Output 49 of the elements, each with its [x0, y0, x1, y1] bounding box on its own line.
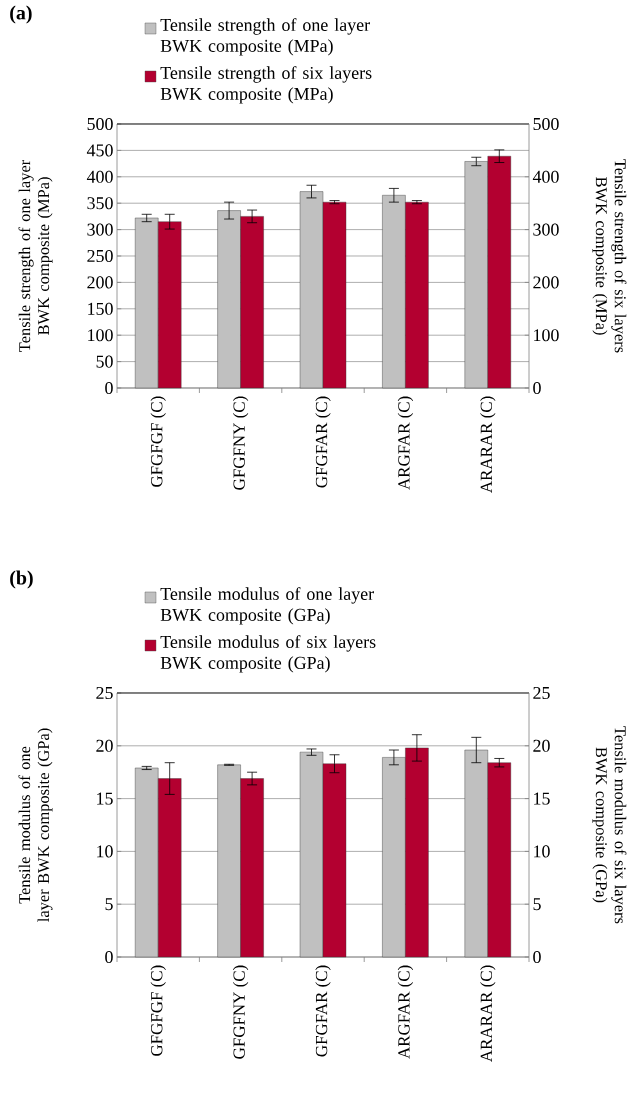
y-tick-label: 5 [105, 898, 113, 911]
y2-tick-label: 5 [533, 898, 541, 911]
y-tick-label: 0 [105, 381, 113, 395]
y2-tick-label: 100 [534, 329, 559, 342]
x-tick-label: ARARAR (C) [480, 396, 496, 493]
y-tick-label: 50 [96, 355, 113, 368]
y-tick-label: 300 [87, 223, 113, 236]
y-tick-label: 10 [97, 845, 113, 858]
y2-tick-label: 15 [534, 792, 550, 805]
chart-title: (b) [10, 570, 33, 589]
y2-tick-label: 300 [533, 223, 559, 236]
y-tick-label: 20 [96, 739, 113, 752]
x-tick-label: ARGFAR (C) [397, 965, 414, 1059]
y-axis-title: Tensile modulus of one layer BWK composite (GPa) [18, 728, 53, 922]
y2-tick-label: 25 [533, 686, 550, 700]
y2-tick-label: 0 [533, 950, 541, 964]
legend-label: Tensile strength of one layer BWK composite (MPa) [160, 18, 370, 56]
y-tick-label: 15 [97, 792, 113, 805]
y2-axis-title: Tensile modulus of six layers BWK composite (GPa) [592, 726, 627, 924]
x-tick-label: GFGFAR (C) [315, 396, 331, 488]
y2-tick-label: 20 [533, 739, 550, 752]
legend-label: Tensile strength of six layers BWK composite (MPa) [160, 66, 372, 104]
y-tick-label: 400 [86, 170, 113, 183]
y2-tick-label: 0 [533, 381, 541, 395]
legend-label: Tensile modulus of one layer BWK composite (GPa) [160, 587, 374, 625]
y2-tick-label: 400 [532, 170, 559, 183]
y-axis-title: Tensile strength of one layer BWK composite (MPa) [18, 159, 53, 352]
x-tick-label: GFGFGF (C) [150, 965, 166, 1056]
y-tick-label: 250 [87, 249, 113, 263]
x-tick-label: ARARAR (C) [480, 965, 496, 1062]
y-tick-label: 25 [96, 686, 113, 700]
y-tick-label: 350 [87, 197, 113, 210]
y2-tick-label: 200 [533, 276, 559, 289]
y-tick-label: 100 [88, 329, 113, 342]
y-tick-label: 500 [87, 117, 113, 131]
y2-axis-title: Tensile strength of six layers BWK composite (MPa) [592, 159, 627, 353]
x-tick-label: GFGFAR (C) [315, 965, 331, 1057]
x-tick-label: GFGFNY (C) [232, 396, 249, 490]
chart-title: (a) [10, 5, 32, 24]
x-tick-label: ARGFAR (C) [397, 396, 414, 490]
y2-tick-label: 10 [534, 845, 550, 858]
y-tick-label: 200 [87, 276, 113, 289]
x-tick-label: GFGFGF (C) [150, 396, 166, 487]
y-tick-label: 450 [86, 144, 113, 157]
y-tick-label: 0 [105, 950, 113, 964]
x-tick-label: GFGFNY (C) [232, 965, 249, 1059]
y2-tick-label: 500 [533, 117, 559, 131]
legend-label: Tensile modulus of six layers BWK composite (GPa) [160, 635, 376, 673]
y-tick-label: 150 [88, 302, 113, 315]
